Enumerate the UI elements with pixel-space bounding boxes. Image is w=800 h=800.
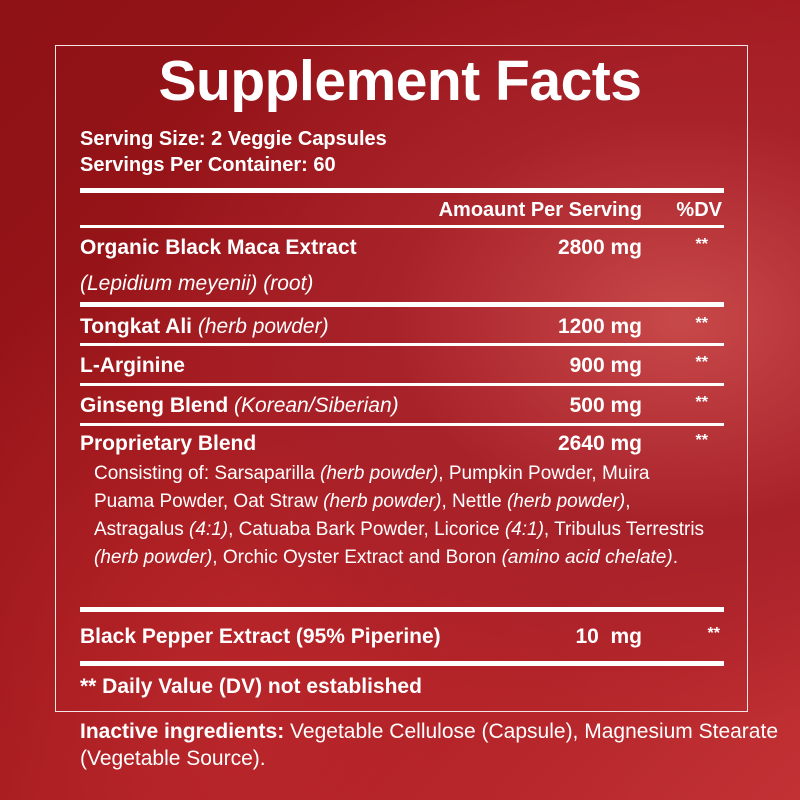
ingredient-name: Black Pepper Extract (95% Piperine) [80,625,441,648]
ingredient-text: , Orchic Oyster Extract and Boron [212,547,502,568]
ingredient-amount: 10 mg [575,625,642,648]
ingredient-dv: ** [707,625,720,642]
ingredient-amount: 500 mg [569,394,642,417]
page-title: Supplement Facts [158,49,642,113]
ingredient-name: Proprietary Blend [80,432,257,455]
ingredient-name: Ginseng Blend [80,394,229,417]
ingredient-note: (herb powder) [506,491,626,512]
ingredient-name: Tongkat Ali [80,315,192,338]
ingredient-amount: 900 mg [569,354,642,377]
ingredient-note: (herb powder) [323,491,442,512]
ingredient-text: , Pumpkin Powder, Muira Puama Powder, Oa… [94,463,650,512]
ingredient-note: (herb powder) [197,315,329,338]
ingredient-note: (4:1) [504,519,544,540]
ingredient-note: (amino acid chelate) [501,547,673,568]
ingredient-latin-name: (Lepidium meyenii) (root) [80,272,314,295]
ingredient-note: (herb powder) [320,463,439,484]
ingredient-dv: ** [695,354,708,371]
servings-per-container: Servings Per Container: 60 [80,154,336,176]
ingredient-name: Organic Black Maca Extract [80,236,357,259]
ingredient-dv: ** [695,236,708,253]
divider [80,607,724,612]
ingredient-amount: 2640 mg [557,432,642,455]
dv-header: %DV [676,199,722,221]
inactive-ingredients: Inactive ingredients: Vegetable Cellulos… [80,718,780,772]
divider [80,423,724,426]
divider [80,188,724,193]
ingredient-dv: ** [695,432,708,449]
ingredient-dv: ** [695,394,708,411]
divider [80,302,724,307]
ingredient-text: , Tribulus Terrestris [543,519,705,540]
ingredient-text: Consisting of: Sarsaparilla [94,463,320,484]
ingredient-amount: 2800 mg [557,236,642,259]
ingredient-text: , Nettle [441,491,507,512]
ingredient-amount: 1200 mg [557,315,642,338]
ingredient-text: , Catuaba Bark Powder, Licorice [228,519,505,540]
divider [80,383,724,386]
divider [80,343,724,346]
inactive-text: Vegetable Cellulose (Capsule), Magnesium… [80,720,778,770]
ingredient-dv: ** [695,315,708,332]
blend-ingredients: Consisting of: Sarsaparilla (herb powder… [94,460,714,572]
divider [80,661,724,666]
divider [80,225,724,228]
ingredient-text: . [672,547,678,568]
inactive-label: Inactive ingredients: [80,720,285,743]
serving-size: Serving Size: 2 Veggie Capsules [80,128,387,150]
ingredient-note: (4:1) [189,519,229,540]
ingredient-note: (herb powder) [94,547,213,568]
ingredient-note: (Korean/Siberian) [234,394,399,417]
amount-header: Amoaunt Per Serving [438,199,642,221]
ingredient-name: L-Arginine [80,354,185,377]
footnote: ** Daily Value (DV) not established [80,675,422,698]
facts-panel-border [55,45,748,712]
ingredient-text: , Astragalus [94,491,631,540]
